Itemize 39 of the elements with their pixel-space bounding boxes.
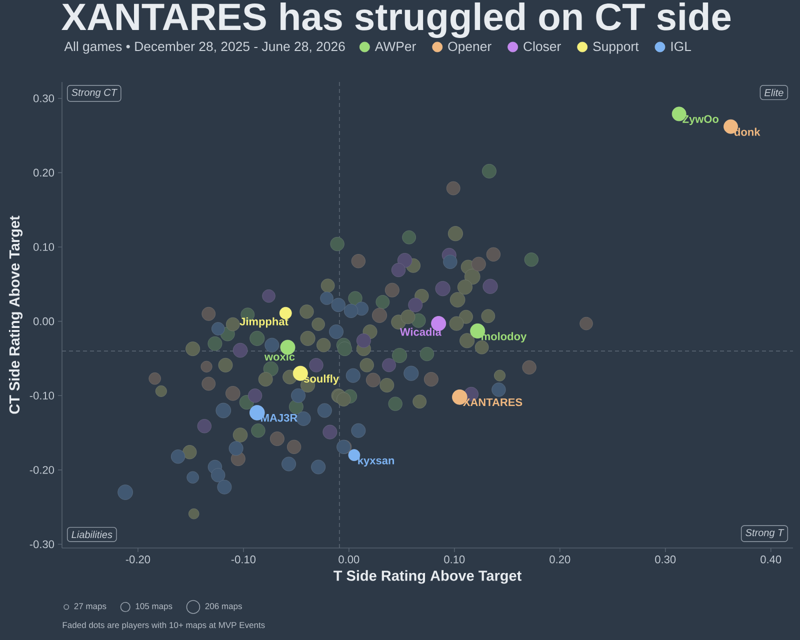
annotation: Jimpphat bbox=[240, 317, 288, 328]
y-tick-label: -0.20 bbox=[30, 466, 54, 474]
annotation: ZywOo bbox=[682, 115, 719, 126]
annotation: soulfly bbox=[304, 374, 339, 385]
y-tick-label: -0.10 bbox=[30, 392, 54, 400]
legend-label: AWPer bbox=[374, 42, 416, 52]
annotation: Strong T bbox=[746, 529, 784, 538]
x-tick-label: -0.10 bbox=[231, 556, 256, 564]
y-tick-label: 0.20 bbox=[33, 168, 54, 177]
x-axis-title: T Side Rating Above Target bbox=[334, 570, 522, 584]
annotation: Strong CT bbox=[72, 88, 118, 98]
legend-label: 206 maps bbox=[205, 603, 242, 611]
x-tick-label: 0.20 bbox=[550, 556, 570, 564]
x-tick-label: 0.10 bbox=[444, 556, 465, 564]
chart-title: XANTARES has struggled on CT side bbox=[62, 2, 731, 38]
legend-label: IGL bbox=[671, 42, 692, 52]
legend-label: Opener bbox=[448, 42, 492, 54]
annotation: donk bbox=[734, 128, 760, 136]
y-axis-title: CT Side Rating Above Target bbox=[8, 216, 23, 414]
legend-label: 105 maps bbox=[136, 603, 172, 611]
chart-subtitle: All games • December 28, 2025 - June 28, 2026 bbox=[64, 41, 345, 54]
text: Faded dots are players with 10+ maps at MVP Events bbox=[62, 622, 265, 630]
x-tick-label: -0.20 bbox=[126, 556, 150, 564]
x-tick-label: 0.00 bbox=[338, 556, 360, 564]
legend-label: Closer bbox=[524, 41, 561, 52]
annotation: woxic bbox=[264, 352, 295, 361]
legend-label: Support bbox=[593, 42, 639, 54]
annotation: Elite bbox=[764, 88, 784, 96]
annotation: Liabilities bbox=[72, 530, 112, 538]
y-tick-label: 0.10 bbox=[33, 243, 54, 251]
annotation: kyxsan bbox=[358, 456, 394, 467]
x-tick-label: 0.30 bbox=[655, 556, 676, 564]
y-tick-label: 0.00 bbox=[33, 317, 54, 326]
annotation: XANTARES bbox=[462, 398, 522, 406]
x-tick-label: 0.40 bbox=[760, 556, 782, 564]
annotation: molodoy bbox=[482, 332, 527, 342]
y-tick-label: 0.30 bbox=[33, 94, 54, 102]
legend-label: 27 maps bbox=[74, 603, 106, 611]
y-tick-label: -0.30 bbox=[30, 540, 54, 548]
